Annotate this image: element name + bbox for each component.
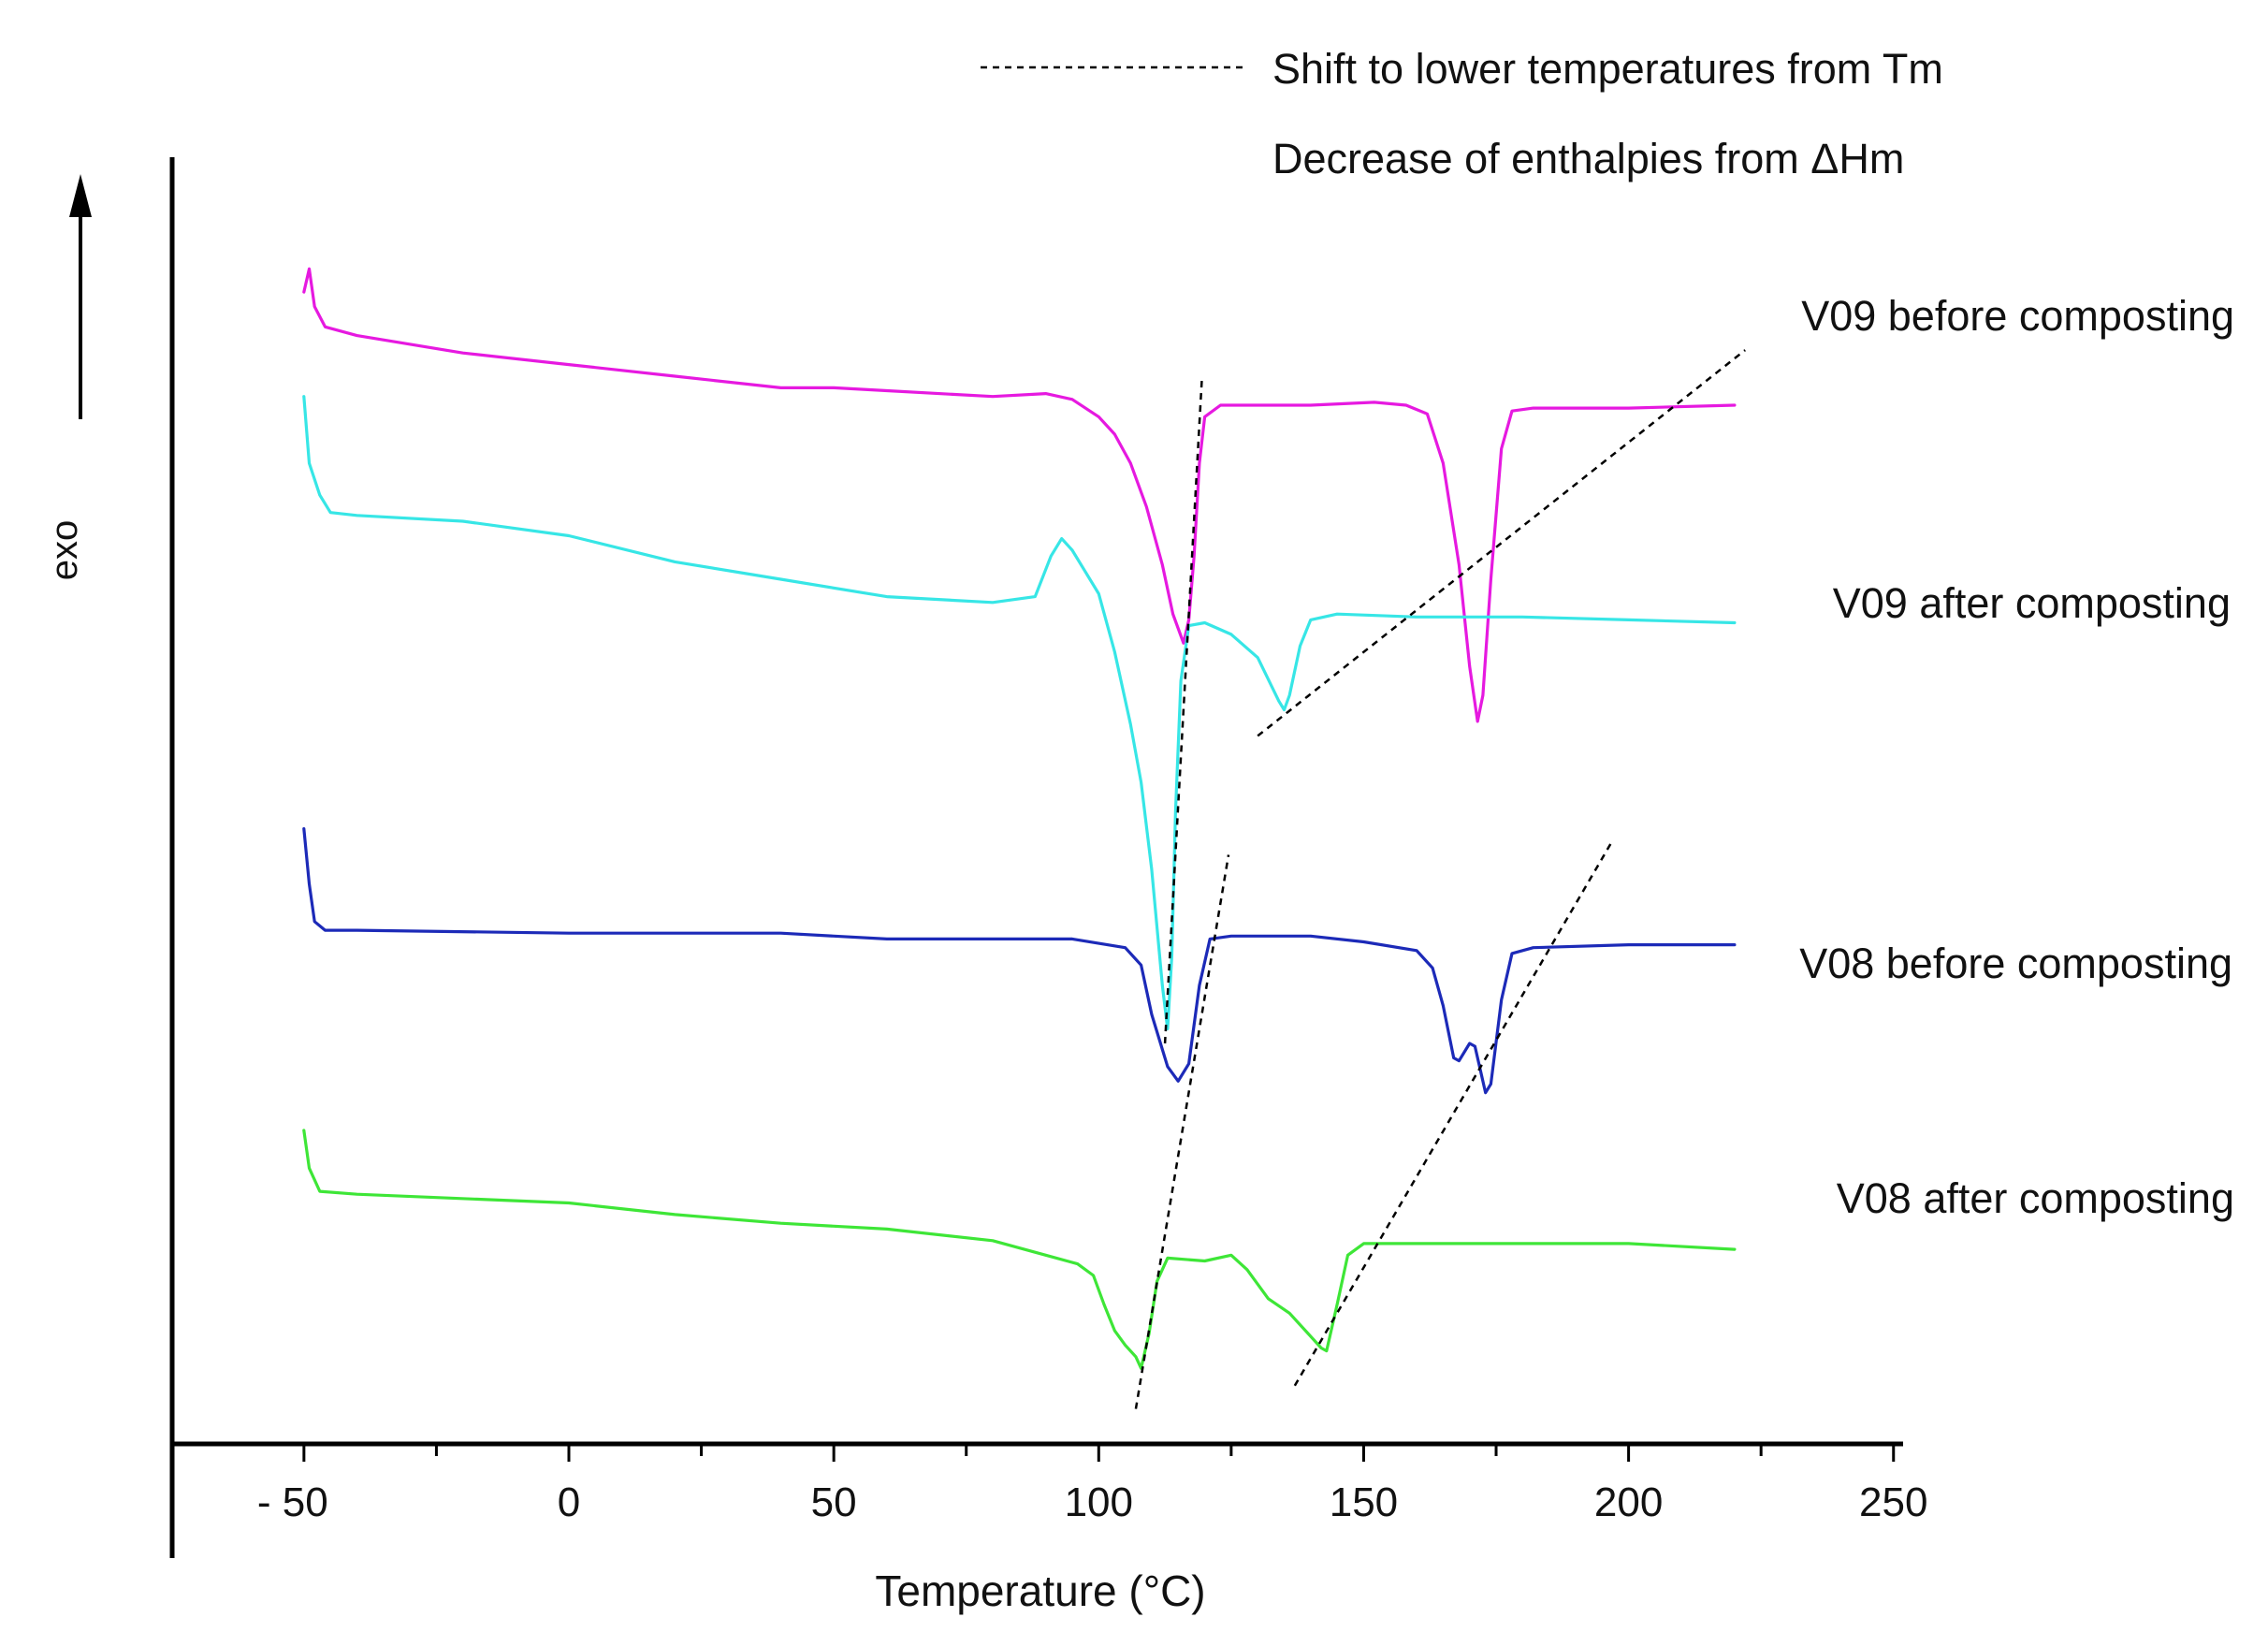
legend-enthalpy-label: Decrease of enthalpies from ΔHm [1272, 135, 1904, 182]
x-tick-label: 250 [1859, 1479, 1927, 1525]
x-tick-label: 150 [1330, 1479, 1398, 1525]
guide-lines [1134, 349, 1746, 1409]
exo-arrow-icon [69, 174, 92, 419]
legend-shift-label: Shift to lower temperatures from Tm [1272, 45, 1943, 93]
dashed-guide-line [1134, 854, 1230, 1409]
x-tick-label: - 50 [257, 1479, 328, 1525]
series-label-v08-before: V08 before composting [1799, 940, 2232, 987]
series-group [302, 267, 1737, 1370]
series-line-v08-before-composting [302, 826, 1737, 1095]
x-tick-label: 100 [1065, 1479, 1133, 1525]
series-label-v09-after: V09 after composting [1833, 579, 2231, 627]
x-tick-label: 200 [1594, 1479, 1663, 1525]
series-line-v09-after-composting [302, 395, 1737, 1031]
x-axis-label: Temperature (°C) [875, 1566, 1205, 1615]
dashed-guide-line [1163, 375, 1203, 1044]
series-line-v09-before-composting [302, 267, 1737, 723]
x-axis-ticks: - 50 0 50 100 150 200 250 [169, 1444, 1927, 1525]
x-tick-label: 0 [558, 1479, 580, 1525]
y-axis-label: exo [44, 520, 85, 581]
series-line-v08-after-composting [302, 1129, 1737, 1370]
x-tick-label: 50 [811, 1479, 857, 1525]
dashed-guide-line [1293, 839, 1614, 1387]
series-label-v08-after: V08 after composting [1837, 1174, 2234, 1222]
legend: Shift to lower temperatures from Tm Decr… [981, 45, 1943, 182]
series-label-v09-before: V09 before composting [1801, 292, 2234, 340]
dashed-guide-line [1257, 349, 1746, 737]
